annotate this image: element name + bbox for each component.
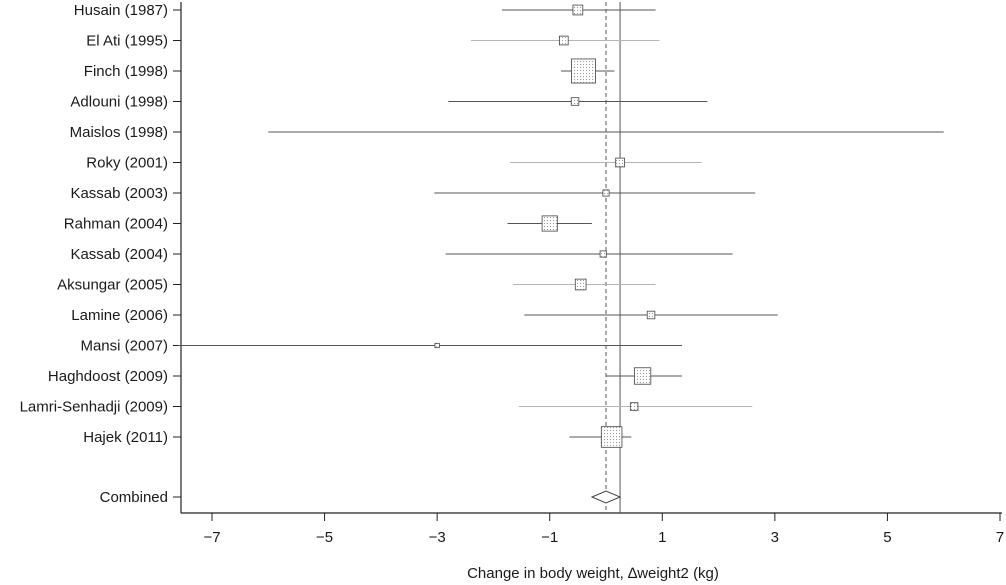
point-estimate [434, 342, 440, 349]
point-estimate [571, 58, 596, 84]
point-estimate [572, 4, 584, 16]
study-label: Maislos (1998) [70, 124, 168, 141]
point-estimate [558, 35, 569, 46]
point-estimate [600, 426, 623, 448]
study-label: Rahman (2004) [64, 216, 168, 233]
study-label: Adlouni (1998) [70, 94, 168, 111]
x-tick-label: −3 [429, 529, 446, 546]
axes: −7 −5 −3 −1 1 3 5 7 [180, 2, 1004, 546]
x-tick-label: −1 [541, 529, 558, 546]
study-label: El Ati (1995) [86, 33, 168, 50]
point-estimate [646, 310, 656, 320]
point-estimate [633, 367, 652, 385]
study-label: Lamine (2006) [71, 307, 168, 324]
point-estimate [570, 97, 580, 106]
x-tick-label: 1 [658, 529, 666, 546]
combined-label: Combined [100, 489, 168, 506]
study-label: Kassab (2004) [70, 246, 168, 263]
x-axis-title: Change in body weight, ∆weight2 (kg) [467, 565, 719, 582]
study-label: Hajek (2011) [83, 429, 168, 446]
point-estimate [629, 402, 639, 411]
x-tick-label: 5 [883, 529, 891, 546]
study-rows: Husain (1987) El Ati (1995) Finch (1998) Ad… [20, 2, 944, 448]
x-tick-label: −7 [203, 529, 220, 546]
study-label: Lamri-Senhadji (2009) [20, 399, 168, 416]
x-tick-label: −5 [316, 529, 333, 546]
point-estimate [615, 157, 625, 168]
point-estimate [599, 250, 607, 258]
study-label: Mansi (2007) [80, 338, 168, 355]
point-estimate [541, 215, 558, 232]
x-tick-label: 7 [996, 529, 1004, 546]
x-tick-label: 3 [771, 529, 779, 546]
study-label: Kassab (2003) [70, 185, 168, 202]
point-estimate [602, 189, 610, 197]
study-label: Aksungar (2005) [57, 277, 168, 294]
combined-diamond [590, 490, 622, 504]
point-estimate [574, 278, 587, 291]
combined-row: Combined [100, 489, 622, 506]
study-label: Haghdoost (2009) [48, 368, 168, 385]
study-label: Roky (2001) [86, 155, 168, 172]
study-label: Husain (1987) [74, 2, 168, 19]
study-label: Finch (1998) [84, 63, 168, 80]
